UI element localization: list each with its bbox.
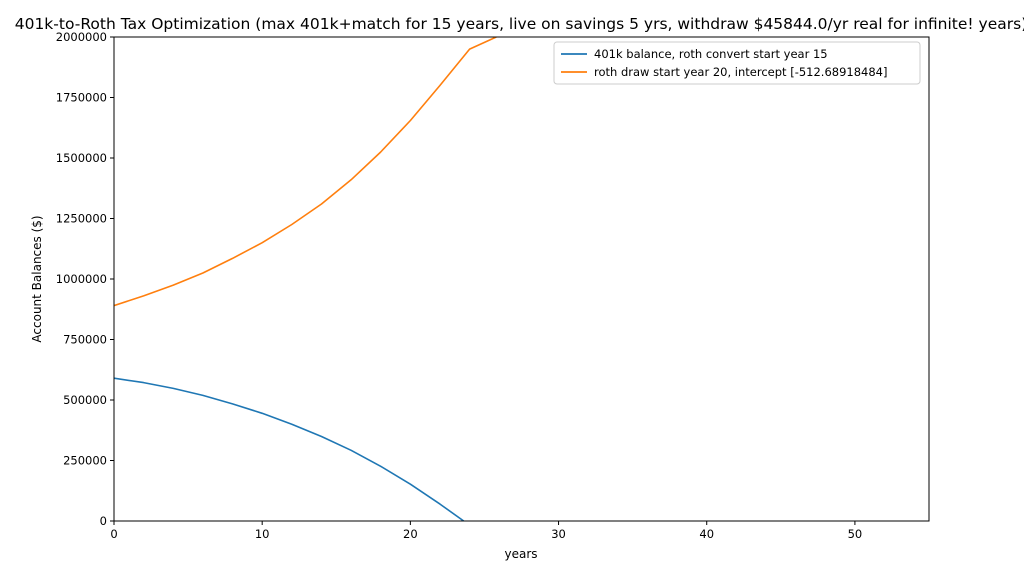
axes: 0 10 20 30 40 50 0 250000 500000 750000 1000000 125…: [56, 30, 930, 541]
y-tick-label: 1250000: [56, 212, 107, 226]
series-line-1: [114, 377, 465, 521]
y-tick-label: 0: [100, 514, 107, 528]
x-tick-label: 20: [403, 527, 418, 541]
legend-box: [553, 41, 921, 85]
y-tick-label: 1500000: [56, 151, 107, 165]
legend: 401k balance, roth convert start year 15…: [553, 41, 921, 85]
y-tick-label: 250000: [63, 454, 107, 468]
y-tick-label: 1750000: [56, 91, 107, 105]
x-tick-label: 0: [110, 527, 117, 541]
y-tick-label: 2000000: [56, 30, 107, 44]
series-line-2: [114, 37, 497, 307]
legend-label-2: roth draw start year 20, intercept [-512…: [594, 65, 887, 79]
y-tick-label: 750000: [63, 333, 107, 347]
y-axis-label: Account Balances ($): [30, 215, 44, 342]
x-axis-label: years: [504, 547, 537, 561]
y-tick-label: 500000: [63, 393, 107, 407]
legend-label-1: 401k balance, roth convert start year 15: [594, 47, 828, 61]
x-tick-label: 10: [255, 527, 270, 541]
x-tick-label: 50: [848, 527, 863, 541]
x-tick-label: 40: [699, 527, 714, 541]
y-tick-label: 1000000: [56, 272, 107, 286]
plot-area: [114, 37, 497, 521]
plot-frame: [113, 36, 930, 522]
chart-title: 401k-to-Roth Tax Optimization (max 401k+…: [15, 15, 1024, 33]
x-tick-label: 30: [551, 527, 566, 541]
